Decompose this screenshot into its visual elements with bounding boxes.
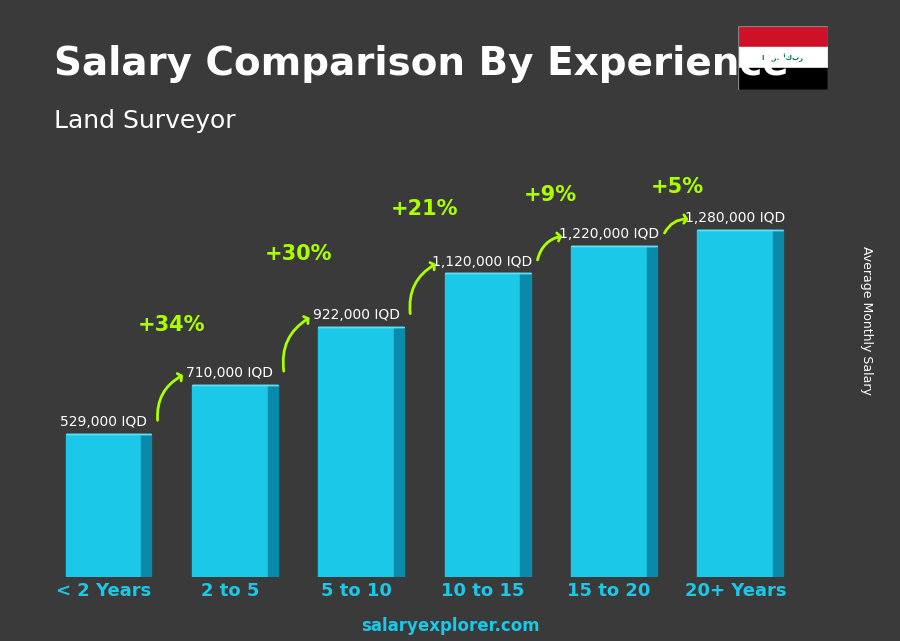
- Text: salaryexplorer.com: salaryexplorer.com: [361, 617, 539, 635]
- Text: الله أكبر: الله أكبر: [762, 53, 804, 62]
- Bar: [738, 69, 828, 90]
- Text: 1,220,000 IQD: 1,220,000 IQD: [559, 228, 659, 242]
- Text: 710,000 IQD: 710,000 IQD: [186, 366, 274, 380]
- Text: Salary Comparison By Experience: Salary Comparison By Experience: [54, 45, 788, 83]
- Text: Average Monthly Salary: Average Monthly Salary: [860, 246, 873, 395]
- Bar: [738, 26, 828, 47]
- Text: 1,120,000 IQD: 1,120,000 IQD: [432, 254, 533, 269]
- Text: 1,280,000 IQD: 1,280,000 IQD: [685, 211, 786, 225]
- Polygon shape: [520, 274, 531, 578]
- Bar: [738, 47, 828, 69]
- Bar: [571, 246, 647, 578]
- Text: +30%: +30%: [265, 244, 332, 264]
- Bar: [66, 434, 141, 578]
- Polygon shape: [267, 385, 278, 578]
- Polygon shape: [773, 230, 783, 578]
- Text: +9%: +9%: [524, 185, 577, 204]
- Bar: [445, 274, 520, 578]
- Polygon shape: [394, 328, 404, 578]
- Text: Land Surveyor: Land Surveyor: [54, 109, 236, 133]
- Text: +5%: +5%: [651, 177, 704, 197]
- Polygon shape: [141, 434, 151, 578]
- Text: +34%: +34%: [138, 315, 205, 335]
- Bar: [319, 328, 394, 578]
- Text: 922,000 IQD: 922,000 IQD: [312, 308, 400, 322]
- Text: 529,000 IQD: 529,000 IQD: [60, 415, 147, 429]
- Polygon shape: [647, 246, 657, 578]
- Text: +21%: +21%: [391, 199, 458, 219]
- Bar: [698, 230, 773, 578]
- Bar: [192, 385, 267, 578]
